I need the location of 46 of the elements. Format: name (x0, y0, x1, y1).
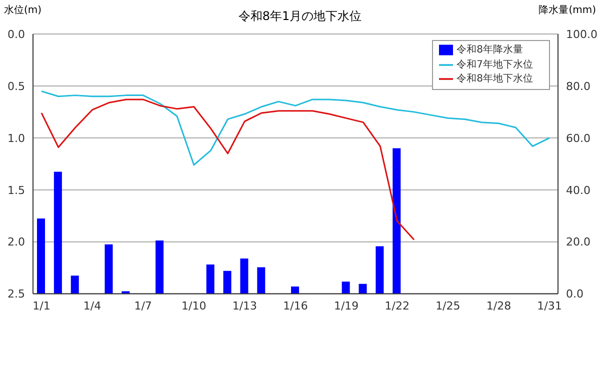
bar (257, 267, 266, 294)
bar (342, 282, 350, 294)
bar (104, 244, 113, 294)
bar (223, 270, 232, 294)
bar (358, 284, 367, 294)
y2-axis-title: 降水量(mm) (538, 4, 596, 17)
bar (122, 291, 130, 294)
chart-title: 令和8年1月の地下水位 (238, 9, 362, 23)
x-tick-label: 1/4 (83, 300, 102, 313)
y2-tick-label: 60.0 (566, 132, 590, 145)
y2-tick-label: 0.0 (566, 288, 584, 301)
bar (392, 148, 401, 294)
line-series (40, 98, 415, 241)
bar (206, 264, 214, 294)
x-tick-label: 1/19 (334, 300, 359, 313)
line-series (40, 90, 550, 166)
bar (240, 258, 248, 294)
x-tick-label: 1/31 (537, 300, 562, 313)
legend-label: 令和8年地下水位 (456, 74, 533, 86)
bar (156, 240, 164, 294)
bar (376, 246, 384, 294)
x-tick-label: 1/16 (283, 300, 308, 313)
x-tick-label: 1/10 (182, 300, 206, 313)
y2-tick-label: 20.0 (566, 236, 590, 249)
y2-tick-label: 40.0 (566, 184, 590, 197)
y-tick-label: 0.5 (8, 80, 25, 93)
x-tick-label: 1/7 (134, 300, 152, 313)
bar (70, 276, 79, 294)
x-tick-label: 1/28 (486, 300, 512, 313)
y-tick-label: 0.0 (8, 28, 25, 41)
y-tick-label: 1.5 (8, 184, 25, 197)
x-tick-label: 1/22 (384, 300, 410, 313)
bar (54, 172, 62, 294)
bar (291, 286, 300, 294)
x-tick-label: 1/13 (232, 300, 258, 313)
y-tick-label: 1.0 (8, 132, 25, 145)
y2-tick-label: 80.0 (566, 80, 590, 93)
y-tick-label: 2.5 (8, 288, 25, 301)
legend-label: 令和7年地下水位 (456, 59, 533, 70)
x-tick-label: 1/1 (32, 300, 50, 313)
y2-tick-label: 100.0 (566, 28, 598, 41)
bar (37, 218, 45, 294)
y-axis-title: 水位(m) (4, 4, 42, 17)
legend-label: 令和8年降水量 (456, 44, 523, 56)
x-tick-label: 1/25 (436, 300, 460, 313)
y-tick-label: 2.0 (8, 236, 25, 249)
